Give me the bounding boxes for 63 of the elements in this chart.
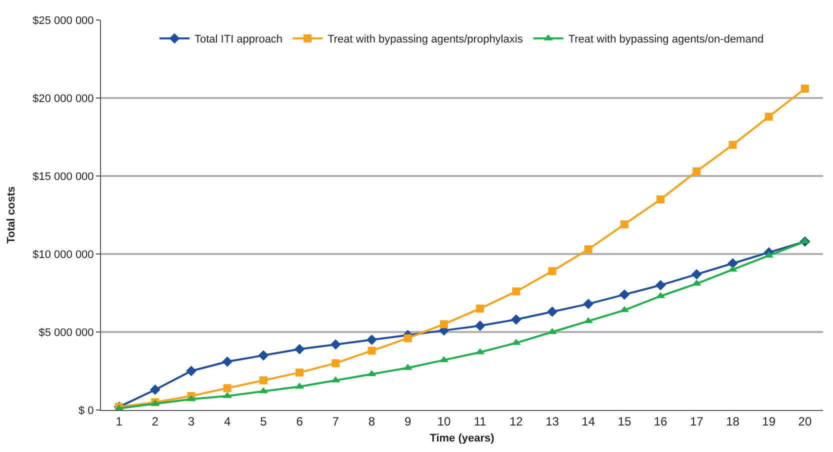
x-axis-title: Time (years) bbox=[430, 432, 495, 445]
x-tick-label: 7 bbox=[332, 414, 340, 428]
y-tick-label: $5 000 000 bbox=[38, 326, 94, 339]
point bbox=[476, 304, 484, 313]
point bbox=[404, 334, 412, 342]
point bbox=[655, 280, 666, 290]
point bbox=[800, 84, 809, 93]
point bbox=[259, 376, 268, 384]
x-tick-label: 14 bbox=[582, 414, 596, 428]
x-tick-label: 8 bbox=[368, 414, 376, 428]
y-tick-label: $15 000 000 bbox=[32, 170, 94, 183]
point bbox=[332, 359, 340, 368]
x-tick-label: 13 bbox=[546, 414, 560, 428]
y-tick-label: $25 000 000 bbox=[32, 14, 94, 27]
y-axis-title: Total costs bbox=[5, 186, 18, 244]
x-tick-label: 15 bbox=[618, 414, 632, 428]
point bbox=[186, 366, 196, 376]
point bbox=[222, 356, 233, 367]
point bbox=[294, 344, 305, 354]
x-tick-label: 18 bbox=[726, 414, 740, 428]
point bbox=[223, 384, 232, 392]
x-tick-label: 5 bbox=[260, 414, 268, 428]
x-tick-label: 17 bbox=[690, 414, 704, 428]
legend-label: Treat with bypassing agents/prophylaxis bbox=[328, 34, 524, 46]
point bbox=[330, 339, 341, 350]
x-tick-label: 6 bbox=[296, 414, 304, 428]
y-tick-label: $10 000 000 bbox=[32, 248, 94, 261]
x-tick-label: 3 bbox=[188, 414, 195, 428]
point bbox=[584, 245, 592, 254]
x-tick-label: 19 bbox=[762, 414, 776, 428]
point bbox=[512, 287, 520, 296]
x-tick-label: 16 bbox=[654, 414, 668, 428]
x-tick-label: 1 bbox=[116, 414, 123, 428]
point bbox=[619, 289, 630, 300]
point bbox=[547, 306, 558, 317]
point bbox=[366, 334, 377, 345]
point bbox=[656, 195, 665, 204]
x-tick-label: 10 bbox=[437, 414, 451, 428]
point bbox=[440, 320, 448, 328]
x-tick-label: 12 bbox=[509, 414, 524, 428]
point bbox=[692, 167, 701, 176]
point bbox=[691, 269, 702, 280]
point bbox=[728, 140, 737, 149]
point bbox=[368, 346, 376, 355]
point bbox=[296, 368, 304, 377]
point bbox=[510, 314, 522, 325]
x-tick-label: 20 bbox=[798, 414, 812, 428]
legend-label: Total ITI approach bbox=[194, 34, 283, 46]
x-tick-label: 9 bbox=[404, 414, 412, 428]
point bbox=[620, 220, 628, 228]
y-tick-label: $20 000 000 bbox=[32, 92, 94, 105]
point bbox=[583, 298, 594, 310]
point bbox=[474, 320, 486, 331]
point bbox=[258, 350, 269, 361]
point bbox=[728, 258, 738, 269]
point bbox=[548, 267, 556, 276]
legend-label: Treat with bypassing agents/on-demand bbox=[568, 34, 764, 46]
point bbox=[764, 112, 773, 121]
y-tick-label: $ 0 bbox=[78, 404, 94, 417]
x-tick-label: 4 bbox=[224, 414, 232, 428]
x-tick-label: 11 bbox=[474, 414, 487, 428]
point bbox=[150, 384, 160, 395]
x-tick-label: 2 bbox=[152, 414, 159, 428]
